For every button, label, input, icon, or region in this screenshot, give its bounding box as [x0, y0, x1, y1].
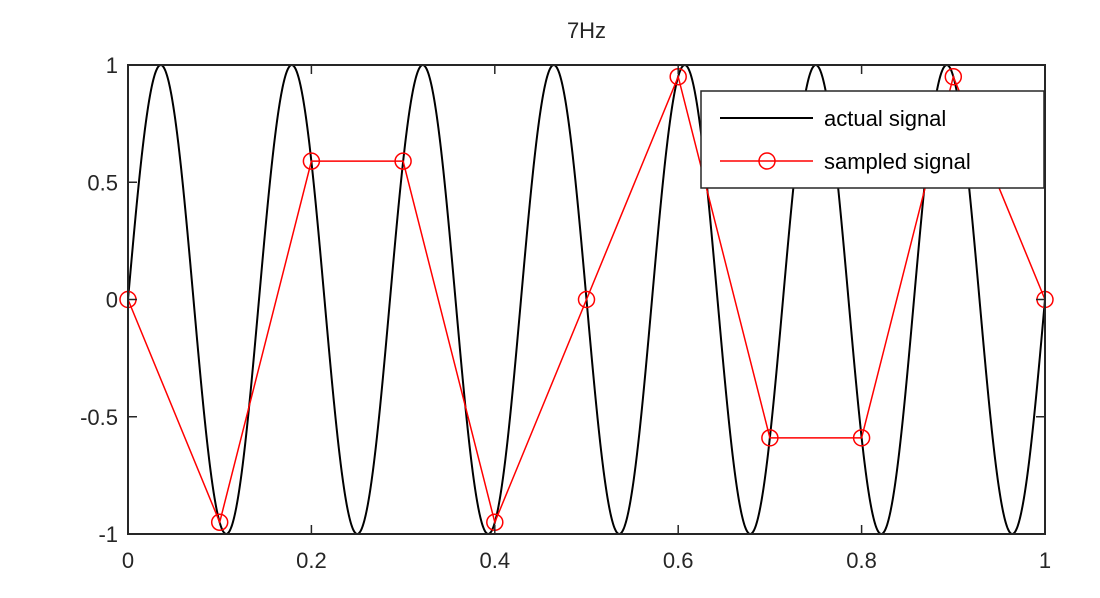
legend-actual-label: actual signal: [824, 106, 946, 131]
sampled-point-marker: [210, 513, 229, 532]
sampled-point-marker: [302, 152, 321, 170]
legend: actual signal sampled signal: [700, 90, 1045, 189]
x-tick-label: 0: [122, 548, 134, 573]
sampled-point-marker: [394, 152, 412, 170]
y-tick-label: 1: [106, 53, 118, 78]
x-tick-label: 0.6: [663, 548, 694, 573]
x-tick-label: 0.4: [480, 548, 511, 573]
legend-circle-icon: [758, 152, 776, 170]
y-tick-label: -1: [98, 522, 118, 547]
sampled-point-marker: [852, 429, 871, 447]
x-tick-label: 0.8: [846, 548, 877, 573]
sampled-signal-line: [127, 74, 1046, 525]
y-tick-label: 0: [106, 288, 118, 313]
sampled-point-marker: [761, 429, 779, 447]
sampled-point-marker: [944, 67, 963, 86]
y-tick-label: -0.5: [80, 405, 118, 430]
y-tick-label: 0.5: [87, 170, 118, 195]
legend-sampled-label: sampled signal: [824, 149, 971, 174]
chart-title: 7Hz: [567, 18, 606, 43]
x-tick-label: 0.2: [296, 548, 327, 573]
x-tick-label: 1: [1039, 548, 1051, 573]
sampled-point-marker: [577, 290, 596, 309]
